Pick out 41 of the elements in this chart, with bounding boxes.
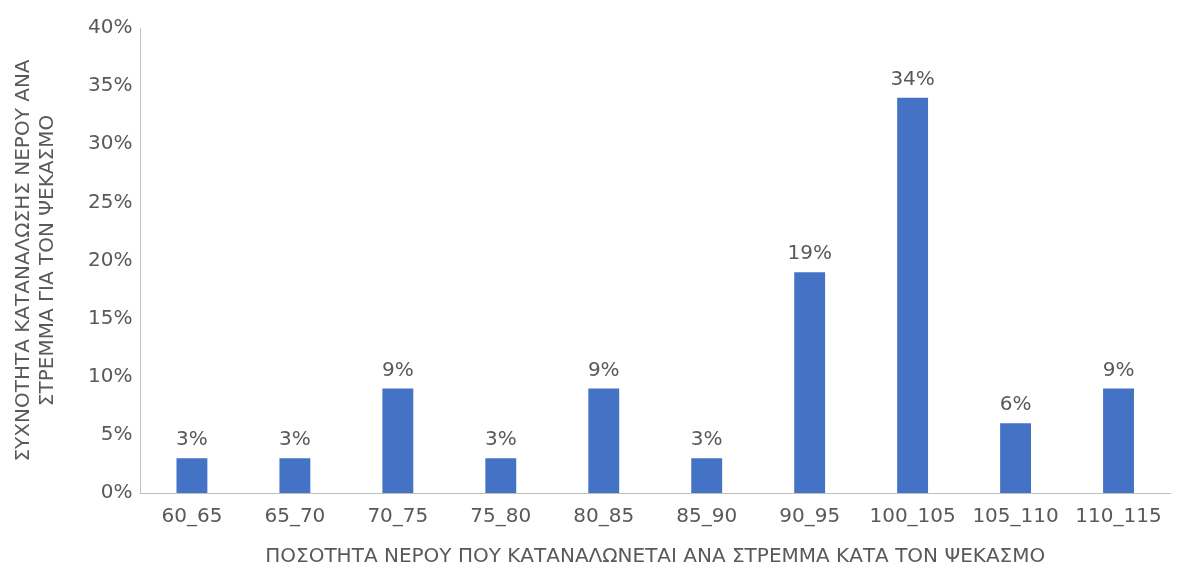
x-tick-label: 105_110	[972, 503, 1059, 528]
x-tick-label: 65_70	[264, 503, 326, 528]
x-axis-title: ΠΟΣΟΤΗΤΑ ΝΕΡΟΥ ΠΟΥ ΚΑΤΑΝΑΛΩΝΕΤΑΙ ΑΝΑ ΣΤΡΕΜΜΑ ΚΑΤΑ ΤΟΝ ΨΕΚΑΣΜΟ	[265, 543, 1046, 568]
data-label: 9%	[587, 356, 620, 381]
bar	[279, 458, 311, 493]
x-tick-label: 80_85	[573, 503, 635, 528]
x-tick-label: 85_90	[676, 503, 738, 528]
data-label: 19%	[787, 240, 832, 265]
y-tick-label: 20%	[88, 246, 133, 271]
bar	[897, 97, 929, 493]
data-label: 3%	[176, 426, 208, 451]
data-label: 3%	[690, 426, 723, 451]
data-label: 9%	[381, 356, 414, 381]
data-label: 34%	[890, 65, 935, 90]
data-label: 9%	[1102, 356, 1135, 381]
y-tick-label: 25%	[88, 188, 133, 213]
data-label: 3%	[279, 426, 311, 451]
x-tick-label: 90_95	[779, 503, 841, 528]
y-tick-label: 0%	[100, 479, 133, 504]
bar	[1000, 423, 1032, 493]
data-label: 3%	[484, 426, 517, 451]
bar	[382, 388, 414, 493]
x-tick-label: 60_65	[161, 503, 223, 528]
x-tick-label: 75_80	[470, 503, 532, 528]
x-tick-label: 110_115	[1075, 503, 1162, 528]
bar	[485, 458, 517, 493]
bar	[794, 272, 826, 493]
y-tick-label: 35%	[88, 72, 133, 97]
bar	[588, 388, 620, 493]
y-tick-label: 40%	[88, 14, 133, 39]
y-tick-label: 30%	[88, 130, 133, 155]
x-tick-label: 100_105	[869, 503, 956, 528]
data-label: 6%	[999, 391, 1032, 416]
bar	[691, 458, 723, 493]
x-tick-label: 70_75	[367, 503, 429, 528]
bar	[176, 458, 208, 493]
y-tick-label: 10%	[88, 362, 133, 387]
y-axis-title: ΣΥΧΝΟΤΗΤΑ ΚΑΤΑΝΑΛΩΣΗΣ ΝΕΡΟΥ ΑΝΑ ΣΤΡΕΜΜΑ ΓΙΑ ΤΟΝ ΨΕΚΑΣΜΟ	[10, 59, 59, 462]
y-tick-label: 15%	[88, 304, 133, 329]
bar	[1103, 388, 1134, 493]
y-tick-label: 5%	[100, 421, 133, 446]
